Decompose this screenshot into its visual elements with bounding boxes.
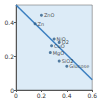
svg-text:O2: O2 [61,39,69,46]
svg-text:Zn: Zn [38,21,45,27]
svg-text:0.2: 0.2 [4,53,14,60]
svg-text:0.4: 0.4 [4,19,14,26]
svg-text:0.2: 0.2 [37,92,47,99]
svg-text:SiO2: SiO2 [61,58,74,65]
svg-text:0.6: 0.6 [87,92,97,99]
svg-text:0.4: 0.4 [62,92,72,99]
svg-text:Glucose: Glucose [69,63,89,69]
svg-text:ZnO: ZnO [44,12,55,18]
svg-text:0: 0 [10,86,14,94]
svg-text:CuO: CuO [54,43,65,49]
svg-text:MgO: MgO [53,50,64,57]
svg-text:0: 0 [14,92,18,99]
